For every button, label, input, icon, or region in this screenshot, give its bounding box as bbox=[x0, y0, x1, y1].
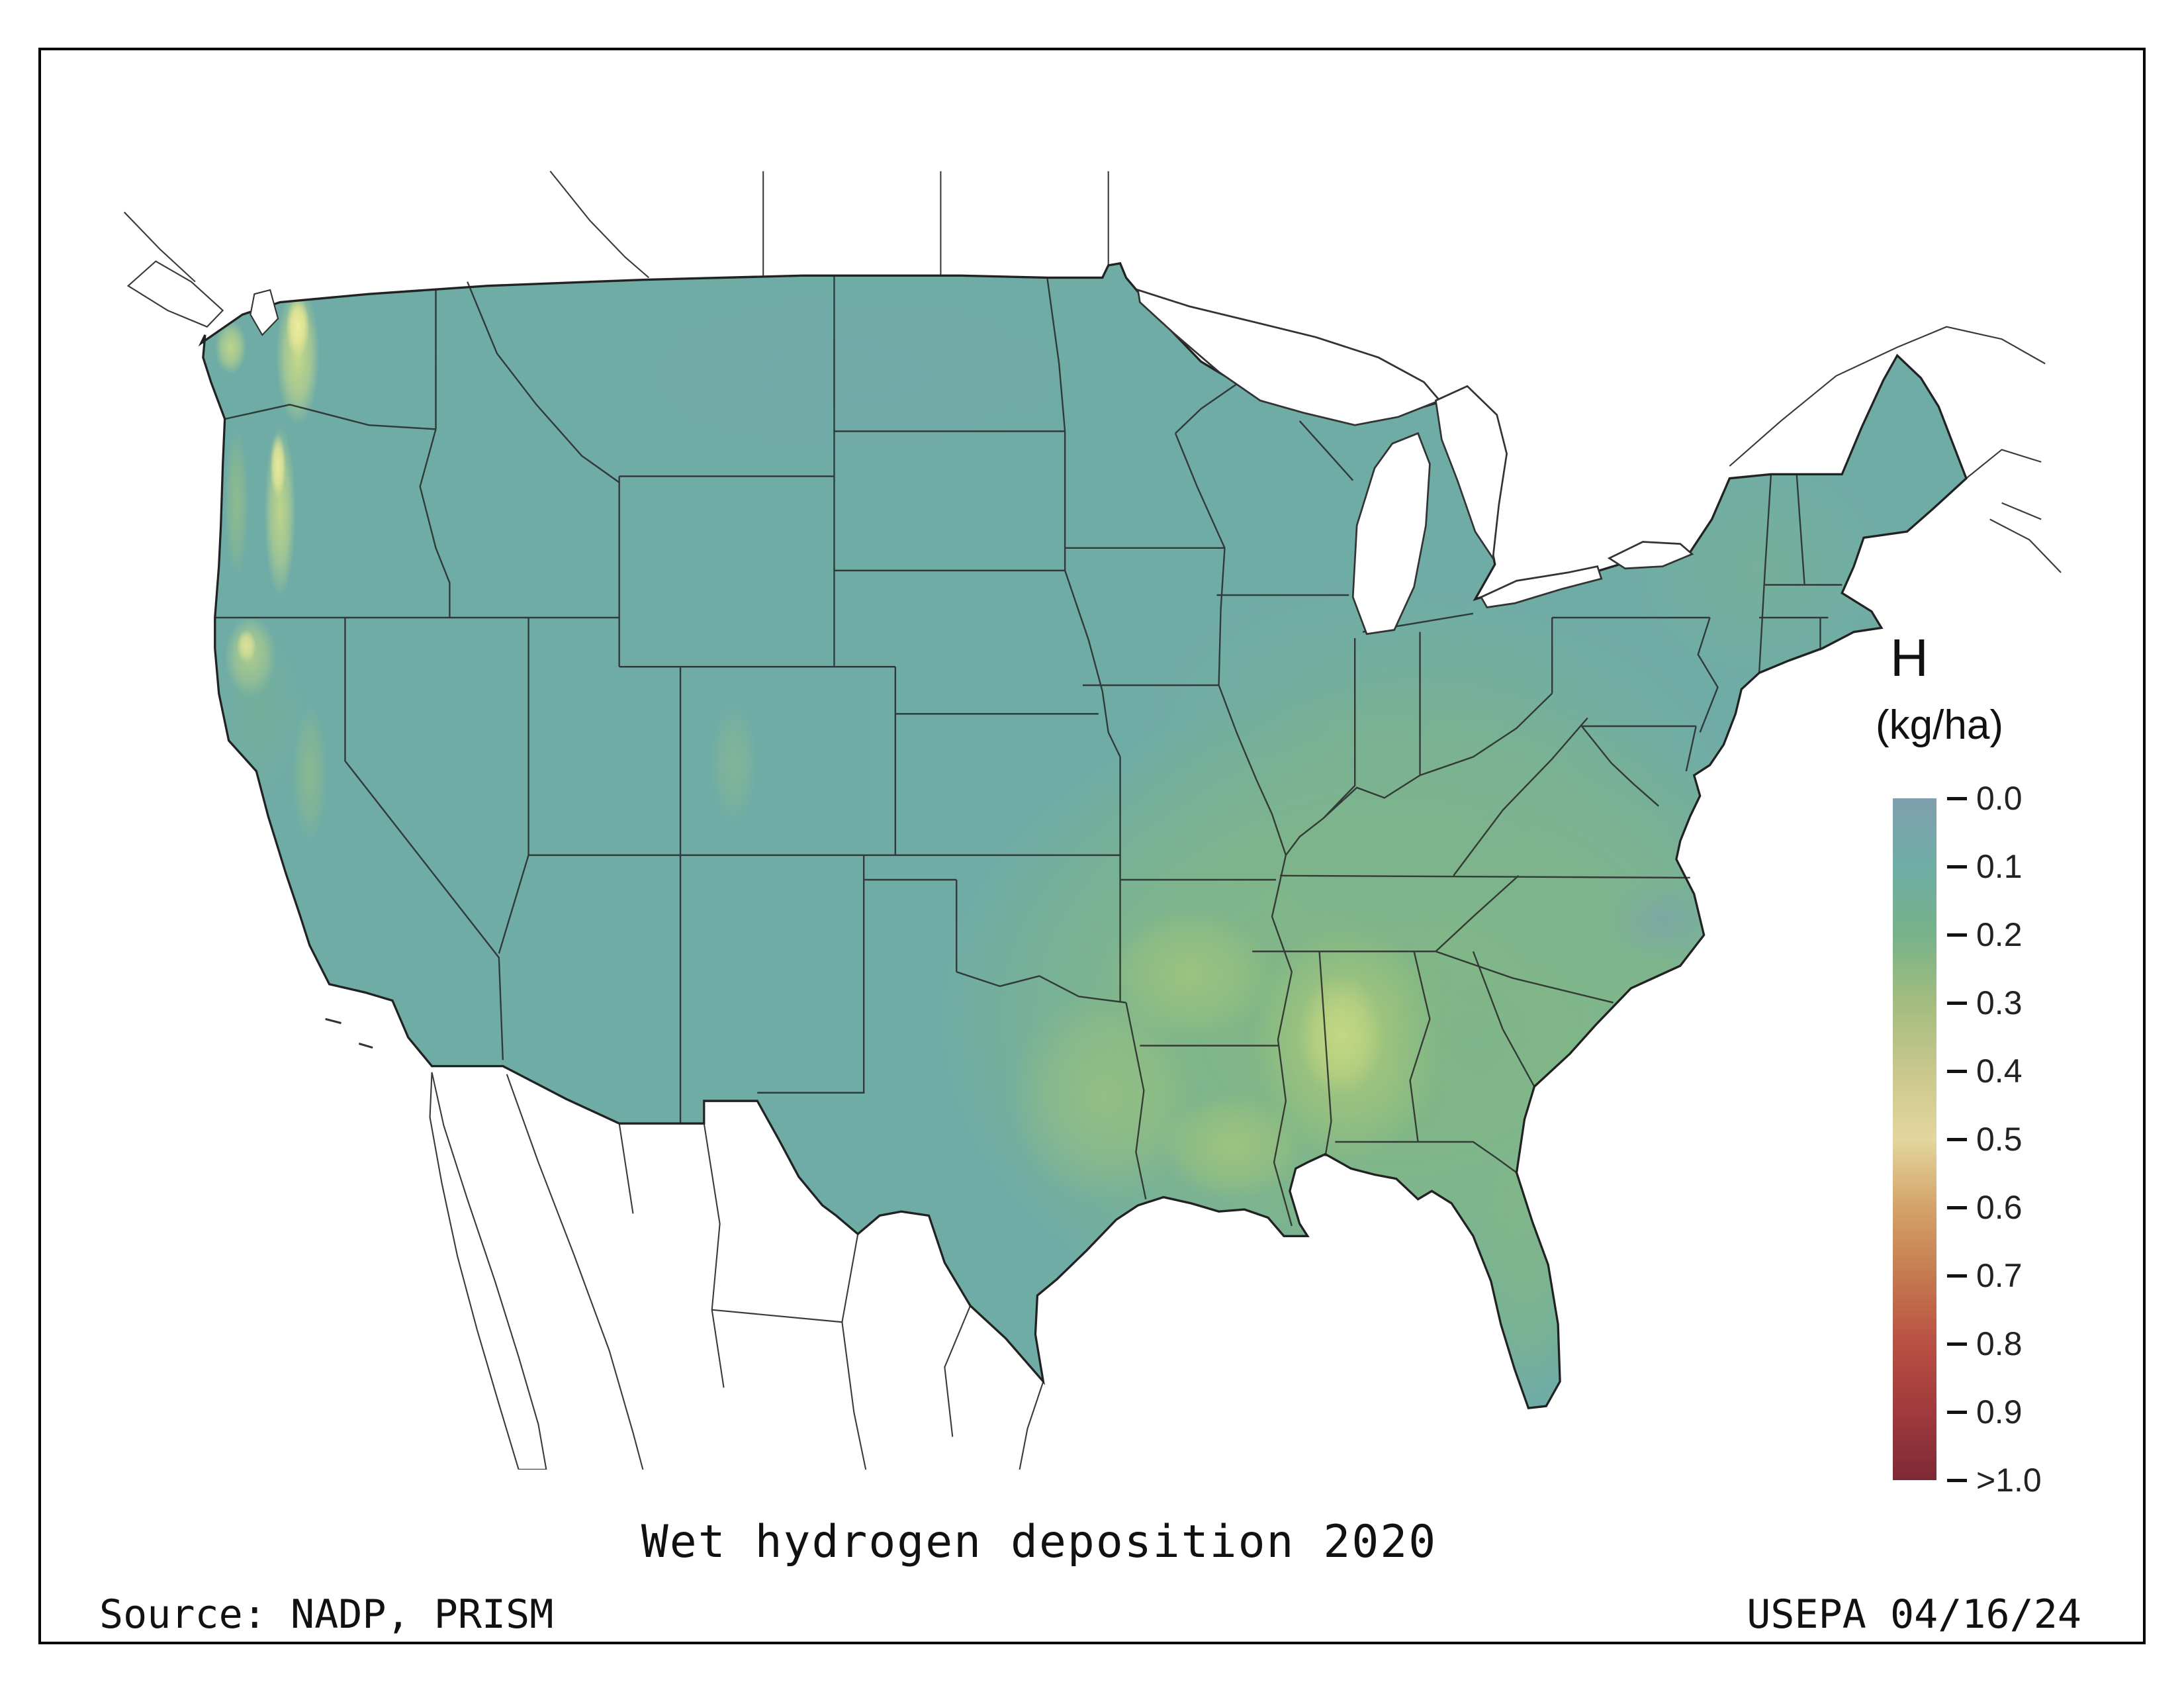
state-borders bbox=[214, 275, 1843, 1227]
plot-border bbox=[38, 48, 2146, 1644]
lake-huron bbox=[1434, 385, 1508, 561]
source-text: Source: NADP, PRISM bbox=[99, 1591, 554, 1638]
lake-michigan bbox=[1351, 432, 1431, 635]
canada-context bbox=[123, 170, 2062, 573]
us-outline bbox=[198, 261, 1968, 1410]
deposition-raster bbox=[201, 263, 1966, 1409]
us-deposition-map bbox=[123, 170, 2062, 1470]
lake-ontario bbox=[1607, 541, 1694, 570]
credit-text: USEPA 04/16/24 bbox=[1747, 1591, 2081, 1638]
puget-sound bbox=[250, 289, 279, 336]
channel-islands bbox=[325, 1017, 373, 1049]
great-lakes bbox=[250, 289, 1694, 635]
map-title: Wet hydrogen deposition 2020 bbox=[641, 1516, 1437, 1568]
mexico-context bbox=[429, 1072, 1044, 1470]
lake-erie bbox=[1479, 565, 1603, 609]
lake-superior bbox=[1136, 289, 1441, 426]
